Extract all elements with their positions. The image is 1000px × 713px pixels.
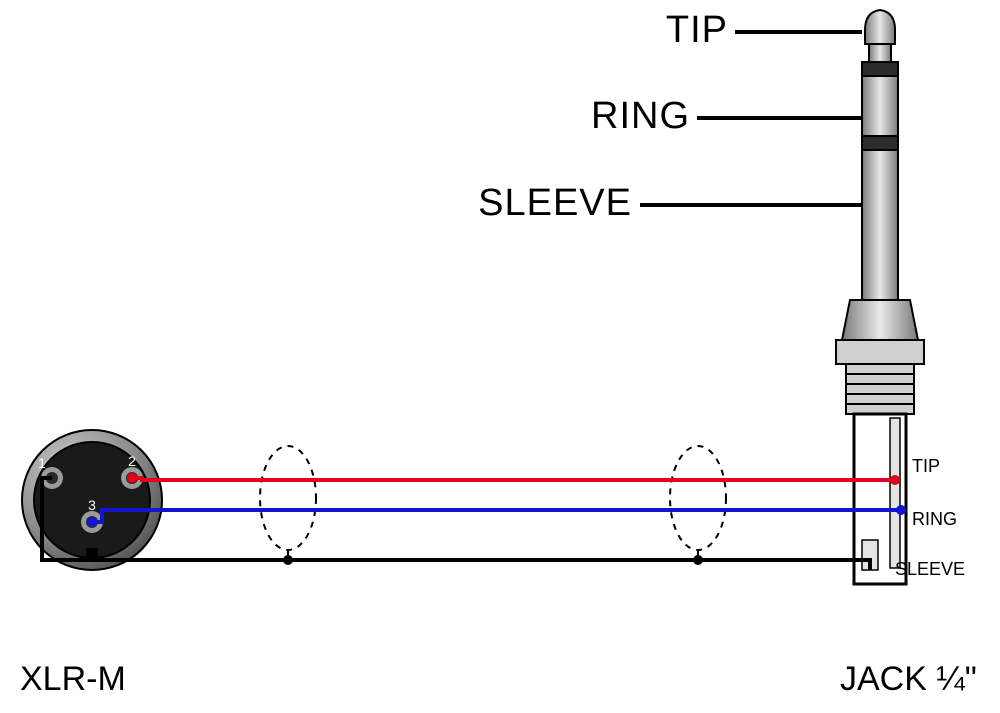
jack-bottom-label: JACK ¼" bbox=[840, 660, 977, 698]
trs-label-group: TIP RING SLEEVE bbox=[478, 9, 862, 224]
trs-band-1 bbox=[862, 62, 898, 76]
wire-ring-label: RING bbox=[912, 509, 957, 529]
wire-ring: RING bbox=[87, 505, 957, 529]
xlr-pin-2-num: 2 bbox=[128, 453, 136, 469]
xlr-bottom-label: XLR-M bbox=[20, 660, 126, 698]
wire-sleeve-label: SLEEVE bbox=[895, 559, 965, 579]
xlr-pin-1-num: 1 bbox=[38, 455, 46, 471]
trs-ring-shape bbox=[862, 76, 898, 136]
wire-tip-label: TIP bbox=[912, 456, 940, 476]
trs-threads bbox=[846, 364, 914, 414]
trs-tip-label: TIP bbox=[666, 9, 728, 51]
cable-shield-2 bbox=[670, 446, 726, 560]
trs-tip-shape bbox=[865, 10, 895, 44]
wire-sleeve: SLEEVE bbox=[42, 478, 965, 579]
trs-sleeve-label: SLEEVE bbox=[478, 182, 632, 224]
cable-shield-1 bbox=[260, 446, 316, 560]
trs-band-2 bbox=[862, 136, 898, 150]
trs-jack bbox=[836, 10, 924, 584]
xlr-pin-3-num: 3 bbox=[88, 497, 96, 513]
wire-tip: TIP bbox=[127, 456, 940, 485]
trs-sleeve-shape bbox=[862, 150, 898, 300]
trs-ring-label: RING bbox=[591, 95, 690, 137]
